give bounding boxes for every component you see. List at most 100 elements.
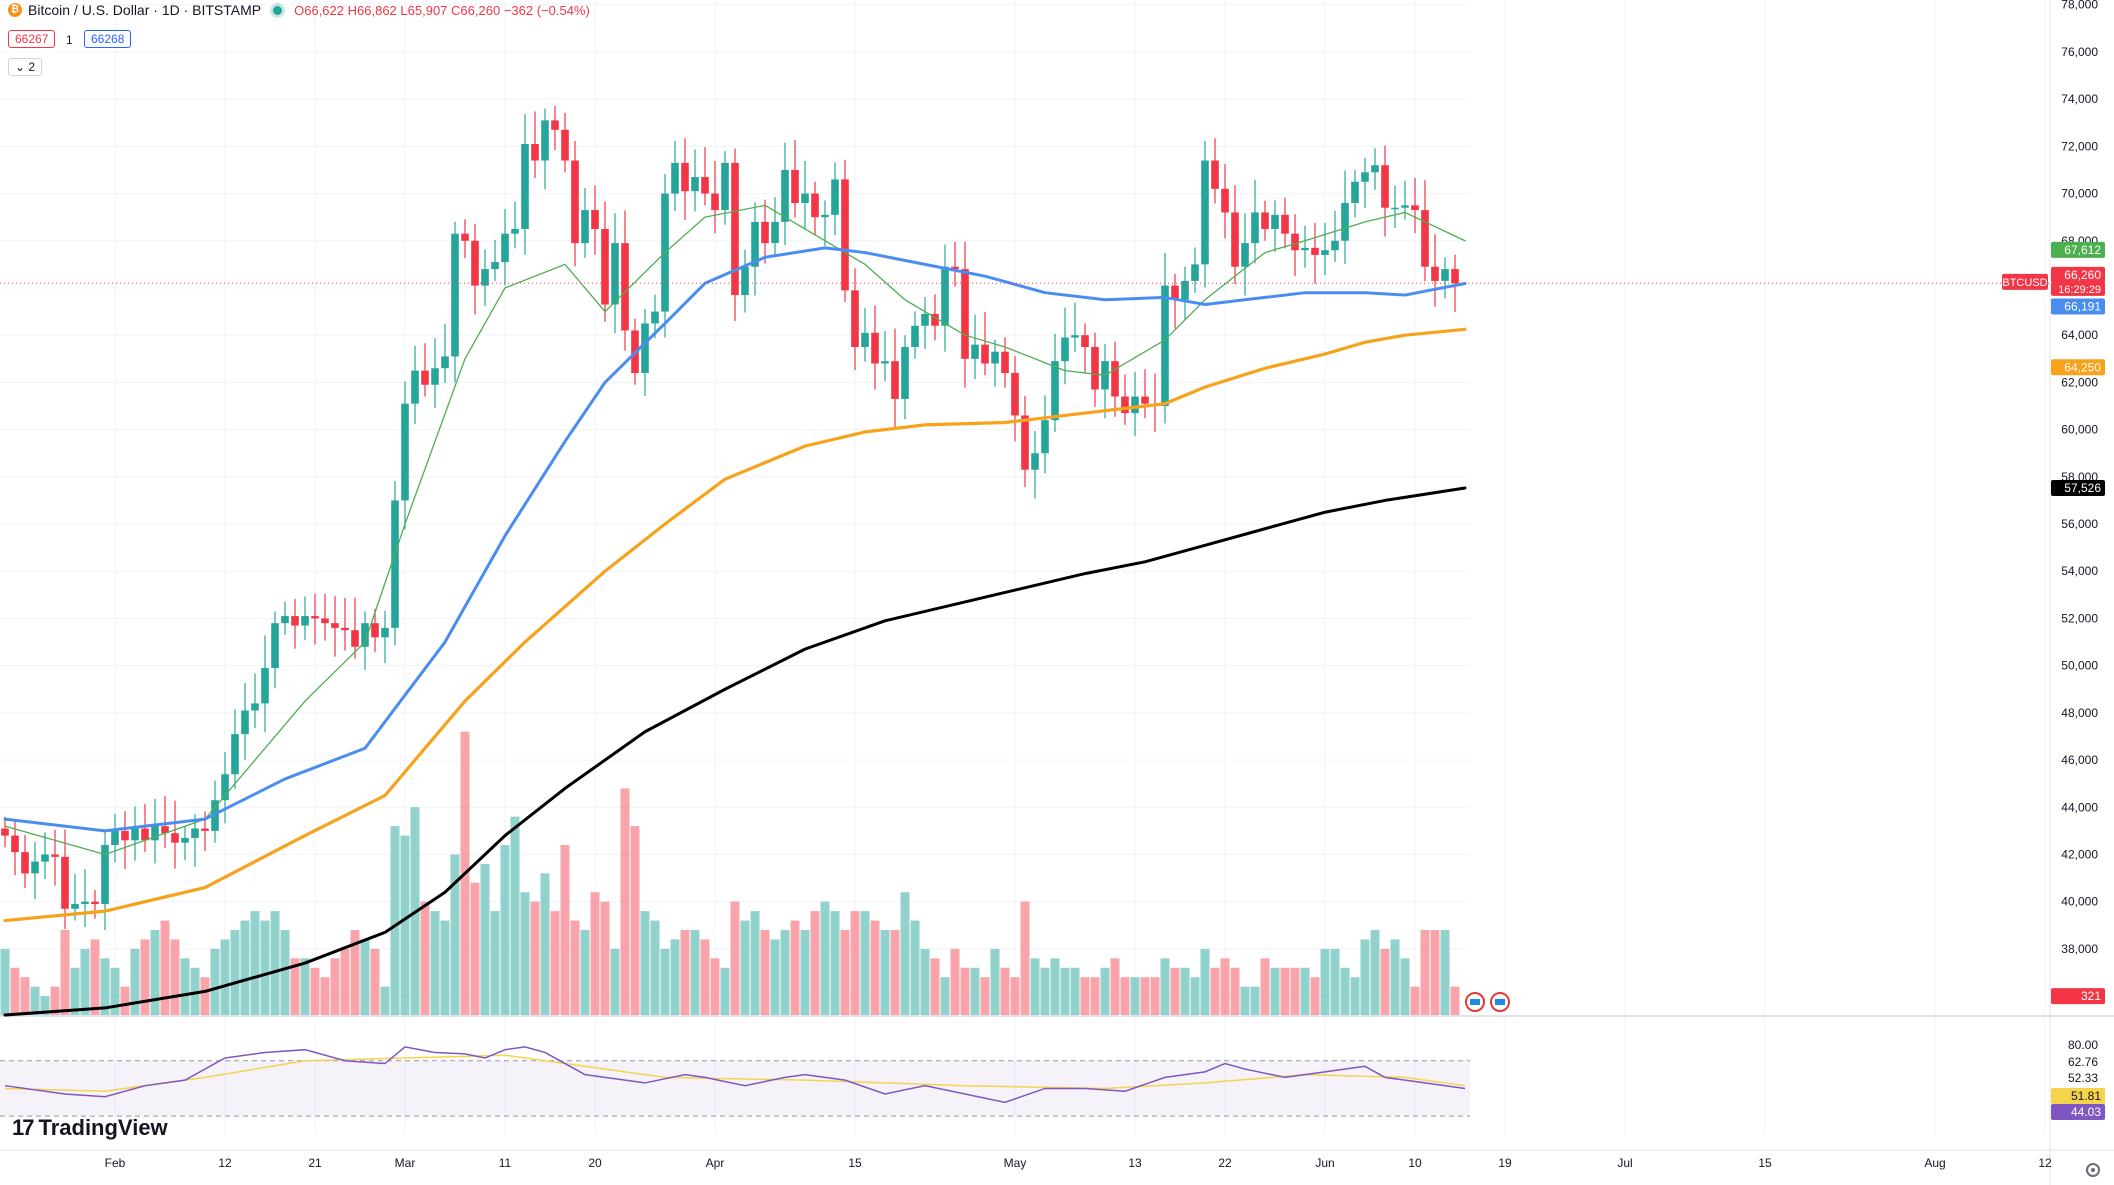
price-label: 64,250 xyxy=(2064,360,2101,374)
candle xyxy=(1431,266,1439,281)
candle xyxy=(1171,285,1179,300)
price-label: 66,260 xyxy=(2064,268,2101,282)
gear-icon[interactable] xyxy=(2086,1163,2100,1177)
candle xyxy=(881,361,889,364)
volume-bar xyxy=(730,901,740,1015)
time-tick-label: Jul xyxy=(1617,1156,1632,1170)
candle xyxy=(351,630,359,647)
volume-bar xyxy=(1200,948,1210,1015)
volume-bar xyxy=(100,958,110,1015)
price-tick-label: 72,000 xyxy=(2061,139,2098,153)
rsi-value-label: 51.81 xyxy=(2071,1089,2101,1103)
rsi-tick-label: 80.00 xyxy=(2068,1038,2098,1052)
candle xyxy=(991,351,999,364)
candle xyxy=(611,243,619,305)
tradingview-logo[interactable]: 17 TradingView xyxy=(12,1115,168,1141)
volume-bar xyxy=(1210,967,1220,1015)
candle xyxy=(1111,361,1119,397)
candle xyxy=(381,627,389,638)
volume-bar xyxy=(1290,967,1300,1015)
change-value: −362 (−0.54%) xyxy=(503,2,590,18)
volume-bar xyxy=(390,826,400,1015)
volume-bar xyxy=(640,911,650,1015)
candle xyxy=(1351,181,1359,203)
volume-bar xyxy=(160,920,170,1015)
candle xyxy=(391,500,399,628)
volume-bar xyxy=(680,930,690,1015)
candle xyxy=(921,313,929,326)
volume-bar xyxy=(110,967,120,1015)
volume-bar xyxy=(60,930,70,1015)
candle xyxy=(241,710,249,735)
time-tick-label: 12 xyxy=(2038,1156,2052,1170)
candle xyxy=(971,344,979,359)
candle xyxy=(1041,420,1049,454)
time-tick-label: 13 xyxy=(1128,1156,1142,1170)
candle xyxy=(131,828,139,841)
candle xyxy=(111,830,119,846)
time-tick-label: 21 xyxy=(308,1156,322,1170)
candle xyxy=(741,266,749,296)
volume-bar xyxy=(830,911,840,1015)
time-tick-label: 11 xyxy=(499,1156,512,1170)
volume-bar xyxy=(1280,967,1290,1015)
price-tick-label: 52,000 xyxy=(2061,611,2098,625)
volume-bar xyxy=(430,911,440,1015)
event-flag-inner xyxy=(1470,999,1480,1005)
candle xyxy=(1131,396,1139,414)
candle xyxy=(221,774,229,801)
volume-bar xyxy=(1380,948,1390,1015)
chevron-down-icon: ⌄ xyxy=(15,60,29,74)
sell-button[interactable]: 66267 xyxy=(8,30,56,48)
candle xyxy=(291,616,299,626)
time-tick-label: 15 xyxy=(1758,1156,1772,1170)
market-open-icon xyxy=(273,5,283,15)
candle xyxy=(361,623,369,647)
volume-bar xyxy=(370,948,380,1015)
indicators-toggle-button[interactable]: ⌄ 2 xyxy=(8,58,43,76)
candle xyxy=(1121,396,1129,414)
ohlc-readout: O66,622 H66,862 L65,907 C66,260 −362 (−0… xyxy=(294,3,590,18)
volume-bar xyxy=(1070,967,1080,1015)
volume-bar xyxy=(780,930,790,1015)
volume-bar xyxy=(770,939,780,1015)
candle xyxy=(811,193,819,218)
volume-bar xyxy=(210,948,220,1015)
candle xyxy=(1391,207,1399,210)
candle xyxy=(581,210,589,244)
candle xyxy=(231,734,239,775)
symbol-title[interactable]: Bitcoin / U.S. Dollar · 1D · BITSTAMP xyxy=(28,2,262,18)
volume-bar xyxy=(880,930,890,1015)
buy-button[interactable]: 66268 xyxy=(84,30,132,48)
price-tick-label: 56,000 xyxy=(2061,517,2098,531)
volume-bar xyxy=(220,939,230,1015)
volume-bar xyxy=(1020,901,1030,1015)
candle xyxy=(151,826,159,841)
volume-bar xyxy=(630,826,640,1015)
candle xyxy=(801,193,809,203)
volume-bar xyxy=(130,948,140,1015)
volume-bar xyxy=(1320,948,1330,1015)
candle xyxy=(301,616,309,626)
candle xyxy=(81,901,89,905)
candle xyxy=(1341,203,1349,241)
series-line-sma-100 xyxy=(3,327,1467,923)
candle xyxy=(1231,212,1239,267)
price-label: 16:29:29 xyxy=(2058,284,2101,296)
volume-bar xyxy=(20,977,30,1015)
volume-bar xyxy=(1400,958,1410,1015)
volume-bar xyxy=(1300,967,1310,1015)
volume-bar xyxy=(1010,977,1020,1015)
volume-bar xyxy=(230,930,240,1015)
candle xyxy=(331,623,339,628)
volume-bar xyxy=(480,863,490,1015)
volume-bar xyxy=(1430,930,1440,1015)
volume-bar xyxy=(170,939,180,1015)
volume-bar xyxy=(1410,986,1420,1015)
candle xyxy=(161,826,169,834)
price-tick-label: 46,000 xyxy=(2061,753,2098,767)
candle xyxy=(11,835,19,853)
volume-bar xyxy=(90,939,100,1015)
volume-bar xyxy=(140,939,150,1015)
